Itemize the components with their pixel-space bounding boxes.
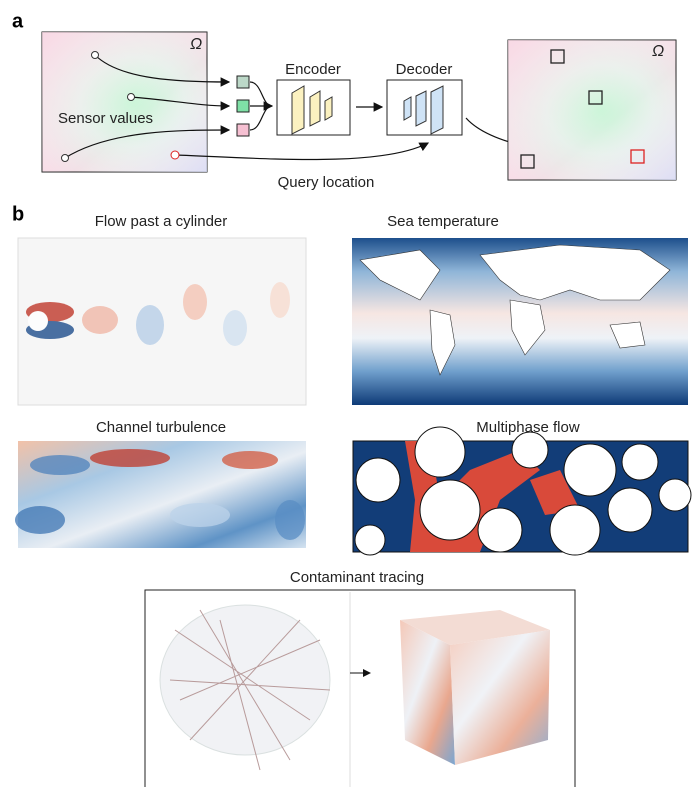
panel-label: a xyxy=(12,10,24,32)
omega: Ω xyxy=(652,43,664,60)
panel-title: Sea temperature xyxy=(387,213,499,230)
trajectories xyxy=(160,605,330,770)
panel-title: Channel turbulence xyxy=(96,419,226,436)
sensor-label: Sensor values xyxy=(58,110,153,127)
sensor xyxy=(92,52,99,59)
omega: Ω xyxy=(190,36,202,53)
panel-label: b xyxy=(12,203,24,225)
sensor-token xyxy=(237,100,249,112)
query-point xyxy=(171,151,179,159)
panel-title: Flow past a cylinder xyxy=(95,213,228,230)
decoder-label: Decoder xyxy=(396,61,453,78)
sensor-token xyxy=(237,76,249,88)
sensor xyxy=(62,155,69,162)
encoder-label: Encoder xyxy=(285,61,341,78)
query-label: Query location xyxy=(278,174,375,191)
output-shade xyxy=(508,40,676,180)
sensor xyxy=(128,94,135,101)
panel-title: Contaminant tracing xyxy=(290,569,424,586)
figure: a Ω Sensor values Encoder Decoder Query … xyxy=(0,0,692,787)
cube xyxy=(400,610,550,765)
sensor-token xyxy=(237,124,249,136)
